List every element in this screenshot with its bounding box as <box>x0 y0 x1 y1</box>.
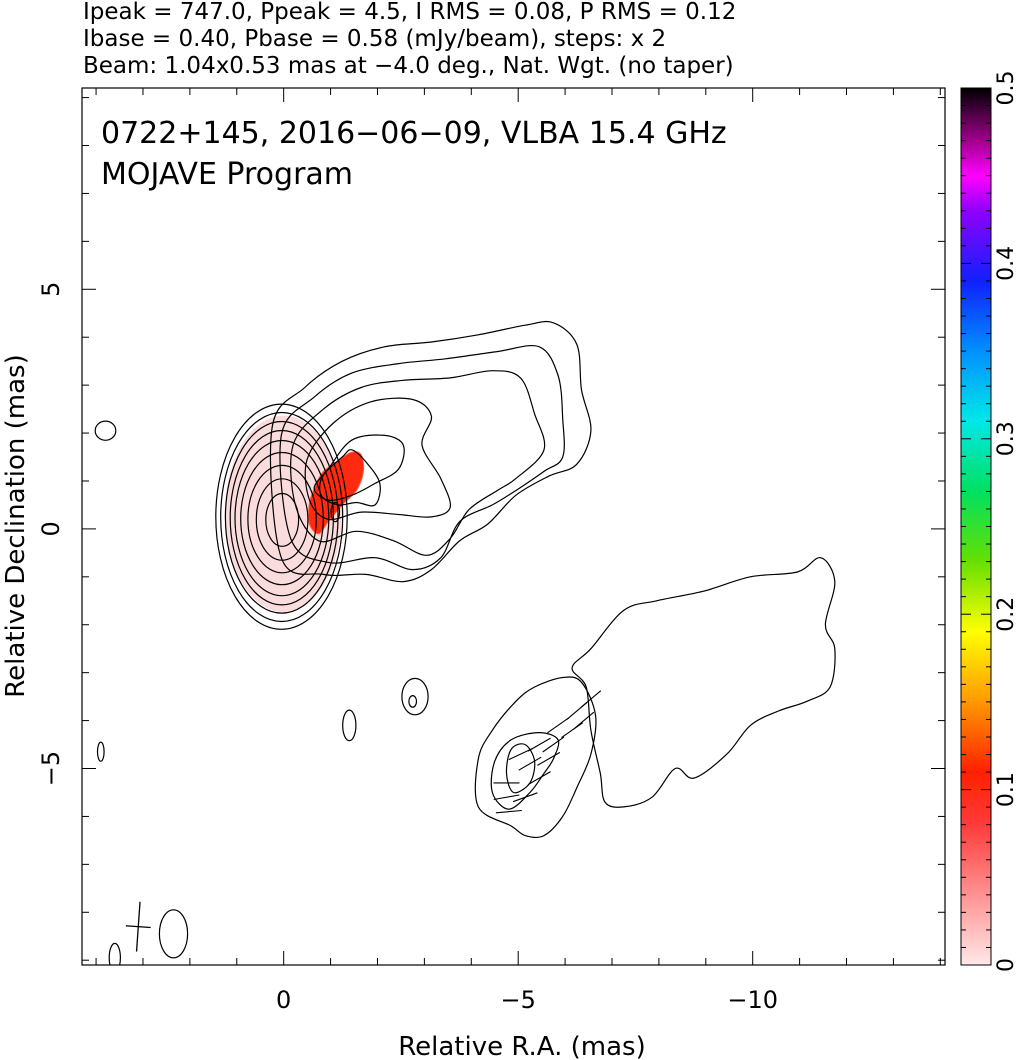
contour-island <box>408 695 418 708</box>
contour-island <box>96 741 105 762</box>
contour-island <box>108 942 121 965</box>
colorbar-tick-label: 0.2 <box>994 597 1019 632</box>
source-title: 0722+145, 2016−06−09, VLBA 15.4 GHz <box>101 116 727 151</box>
colorbar-tick-label: 0.4 <box>994 246 1019 281</box>
contour-island <box>330 501 341 523</box>
core-contour <box>215 403 348 630</box>
evpa-tick <box>561 722 584 739</box>
evpa-tick <box>493 794 520 801</box>
program-title: MOJAVE Program <box>101 157 353 192</box>
header-line-3: Beam: 1.04x0.53 mas at −4.0 deg., Nat. W… <box>83 53 734 79</box>
jet-contour <box>474 676 597 839</box>
evpa-tick <box>573 711 595 730</box>
colorbar-tick-label: 0 <box>994 958 1019 972</box>
header-line-2: Ibase = 0.40, Pbase = 0.58 (mJy/beam), s… <box>83 26 666 52</box>
x-tick-label: −10 <box>727 986 778 1014</box>
y-tick-label: 5 <box>37 282 65 297</box>
y-tick-label: −5 <box>37 751 65 786</box>
x-tick-label: 0 <box>276 986 291 1014</box>
evpa-tick <box>527 737 551 752</box>
evpa-tick <box>518 756 542 771</box>
contour-island <box>401 677 429 716</box>
core-contour <box>247 464 317 574</box>
evpa-tick <box>512 792 538 803</box>
contour-island <box>94 420 117 441</box>
evpa-tick <box>495 809 522 814</box>
beam-minor-axis <box>125 925 151 929</box>
axis-layer: 0 −5 −10 5 0 −5 <box>37 88 945 1014</box>
jet-contour <box>571 557 836 808</box>
jet-contour <box>505 743 536 794</box>
core-contour <box>224 420 339 614</box>
jet-contour <box>290 370 546 556</box>
jet-contour <box>269 320 592 583</box>
y-tick-label: 0 <box>37 521 65 536</box>
x-axis-title: Relative R.A. (mas) <box>398 1032 645 1060</box>
colorbar-axis: 0 0.1 0.2 0.3 0.4 0.5 <box>961 71 1019 972</box>
contour-island <box>342 709 357 742</box>
evpa-tick <box>527 771 551 786</box>
jet-contour <box>304 397 452 521</box>
jet-contour <box>279 344 565 571</box>
contour-island <box>158 909 189 959</box>
plot-frame <box>81 87 946 966</box>
evpa-tick <box>537 751 561 766</box>
x-tick-label: −5 <box>500 986 535 1014</box>
map-layer <box>94 320 836 965</box>
jet-contour <box>313 434 405 501</box>
colorbar-tick-label: 0.1 <box>994 772 1019 807</box>
core-contour <box>234 439 330 597</box>
evpa-tick <box>547 717 570 734</box>
evpa-tick <box>580 690 602 708</box>
header-line-1: Ipeak = 747.0, Ppeak = 4.5, I RMS = 0.08… <box>83 0 736 25</box>
colorbar-tick-label: 0.5 <box>994 71 1019 106</box>
jet-contour <box>319 449 381 507</box>
core-contour <box>240 451 324 586</box>
y-axis-title: Relative Declination (mas) <box>1 354 31 697</box>
colorbar-tick-label: 0.3 <box>994 421 1019 456</box>
evpa-tick <box>542 736 565 753</box>
jet-contour <box>490 731 560 810</box>
